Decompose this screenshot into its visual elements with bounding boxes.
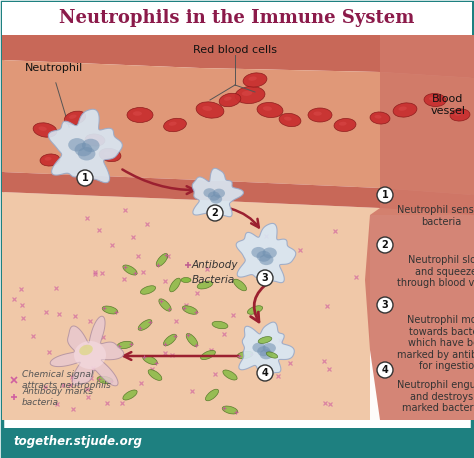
Ellipse shape xyxy=(201,350,215,360)
Ellipse shape xyxy=(248,76,257,81)
Ellipse shape xyxy=(308,108,332,122)
Ellipse shape xyxy=(260,349,273,360)
Ellipse shape xyxy=(256,251,271,262)
Polygon shape xyxy=(370,215,474,420)
Polygon shape xyxy=(236,224,296,283)
Ellipse shape xyxy=(374,115,382,119)
Ellipse shape xyxy=(123,265,137,275)
Ellipse shape xyxy=(90,137,97,141)
Circle shape xyxy=(377,237,393,253)
Ellipse shape xyxy=(213,189,225,198)
Ellipse shape xyxy=(259,254,273,265)
Ellipse shape xyxy=(156,253,168,267)
Ellipse shape xyxy=(242,91,252,96)
Ellipse shape xyxy=(224,97,232,101)
Polygon shape xyxy=(50,316,124,386)
Ellipse shape xyxy=(127,108,153,122)
Polygon shape xyxy=(2,60,474,195)
Ellipse shape xyxy=(99,148,121,162)
Ellipse shape xyxy=(181,278,191,283)
Ellipse shape xyxy=(202,106,212,111)
Polygon shape xyxy=(48,109,122,183)
Ellipse shape xyxy=(64,111,86,125)
Ellipse shape xyxy=(222,406,238,414)
Ellipse shape xyxy=(74,143,92,156)
Ellipse shape xyxy=(143,355,157,365)
Ellipse shape xyxy=(164,118,186,132)
Ellipse shape xyxy=(69,114,77,119)
Ellipse shape xyxy=(197,281,213,289)
Ellipse shape xyxy=(223,370,237,380)
Text: 4: 4 xyxy=(382,365,388,375)
Text: Neutrophil engulfs
and destroys
marked bacteria: Neutrophil engulfs and destroys marked b… xyxy=(397,380,474,413)
Polygon shape xyxy=(239,322,294,378)
Ellipse shape xyxy=(104,152,111,156)
Ellipse shape xyxy=(208,191,220,201)
Ellipse shape xyxy=(68,138,86,152)
Ellipse shape xyxy=(263,106,272,111)
Bar xyxy=(2,2,472,35)
Text: Neutrophil senses
bacteria: Neutrophil senses bacteria xyxy=(397,205,474,227)
Ellipse shape xyxy=(148,370,162,381)
Ellipse shape xyxy=(123,390,137,400)
Polygon shape xyxy=(2,35,474,78)
Text: Blood
vessel: Blood vessel xyxy=(430,94,465,116)
Ellipse shape xyxy=(170,278,181,292)
Text: Neutrophil: Neutrophil xyxy=(25,63,83,73)
Circle shape xyxy=(77,170,93,186)
Circle shape xyxy=(257,365,273,381)
Ellipse shape xyxy=(284,117,292,121)
Ellipse shape xyxy=(33,123,57,137)
Ellipse shape xyxy=(257,103,283,118)
Ellipse shape xyxy=(117,341,133,349)
Ellipse shape xyxy=(393,103,417,117)
Text: together.stjude.org: together.stjude.org xyxy=(14,436,143,448)
Bar xyxy=(2,428,472,456)
Ellipse shape xyxy=(138,320,152,330)
Text: Neutrophil moves
towards bacteria
which have been
marked by antibodies
for inges: Neutrophil moves towards bacteria which … xyxy=(397,315,474,371)
Ellipse shape xyxy=(79,345,93,355)
Circle shape xyxy=(207,205,223,221)
Polygon shape xyxy=(2,172,474,215)
Text: 2: 2 xyxy=(211,208,219,218)
Ellipse shape xyxy=(251,247,265,258)
Ellipse shape xyxy=(235,87,265,104)
Text: Neutrophils in the Immune System: Neutrophils in the Immune System xyxy=(59,9,415,27)
Ellipse shape xyxy=(450,109,470,121)
Text: Chemical signal
attracts neutrophils: Chemical signal attracts neutrophils xyxy=(22,371,111,390)
Ellipse shape xyxy=(74,341,106,369)
Ellipse shape xyxy=(210,194,222,203)
Ellipse shape xyxy=(424,93,446,107)
Ellipse shape xyxy=(182,306,198,314)
Ellipse shape xyxy=(334,119,356,131)
Ellipse shape xyxy=(263,343,276,353)
Ellipse shape xyxy=(97,376,113,384)
Text: 3: 3 xyxy=(382,300,388,310)
Ellipse shape xyxy=(429,97,437,101)
Text: 1: 1 xyxy=(82,173,88,183)
Ellipse shape xyxy=(234,279,246,291)
Text: 3: 3 xyxy=(262,273,268,283)
Ellipse shape xyxy=(186,333,198,347)
Ellipse shape xyxy=(237,351,253,359)
Ellipse shape xyxy=(140,286,155,294)
Ellipse shape xyxy=(203,188,216,197)
Ellipse shape xyxy=(266,352,278,358)
Ellipse shape xyxy=(257,346,270,356)
Text: Bacteria: Bacteria xyxy=(192,275,235,285)
Ellipse shape xyxy=(313,111,322,116)
Ellipse shape xyxy=(45,157,52,161)
Ellipse shape xyxy=(339,122,346,125)
Ellipse shape xyxy=(164,334,176,346)
Text: Neutrophil slows
and squeezes
through blood vessel: Neutrophil slows and squeezes through bl… xyxy=(397,255,474,288)
Circle shape xyxy=(377,297,393,313)
Ellipse shape xyxy=(159,299,171,311)
Text: Antibody: Antibody xyxy=(192,260,238,270)
Circle shape xyxy=(377,362,393,378)
Text: 1: 1 xyxy=(382,190,388,200)
Ellipse shape xyxy=(196,102,224,118)
Ellipse shape xyxy=(169,122,177,126)
Ellipse shape xyxy=(279,114,301,126)
Ellipse shape xyxy=(252,343,265,353)
